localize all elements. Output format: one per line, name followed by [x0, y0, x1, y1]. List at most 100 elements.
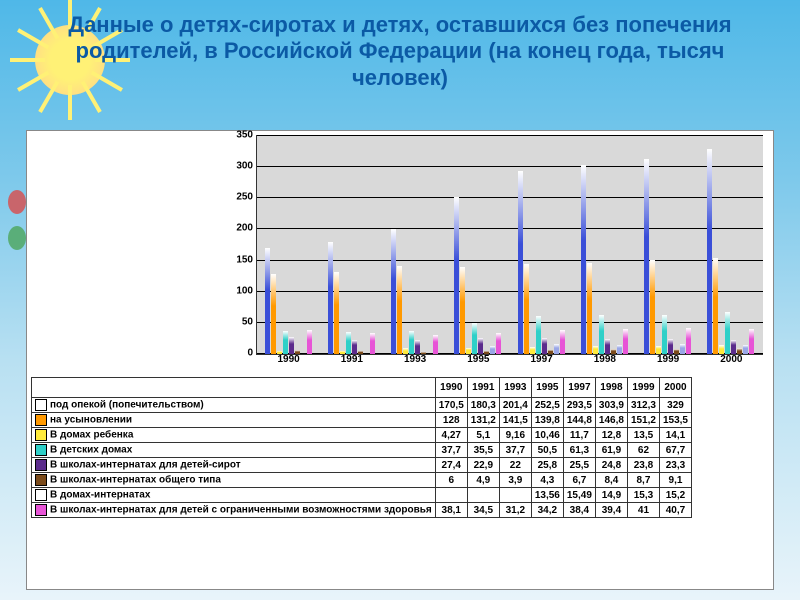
bar [680, 344, 685, 354]
table-cell: 139,8 [531, 413, 563, 428]
year-header: 1995 [531, 378, 563, 398]
table-cell: 34,5 [467, 503, 499, 518]
bar [340, 351, 345, 354]
table-cell: 5,1 [467, 428, 499, 443]
series-label: В домах-интернатах [32, 488, 436, 503]
bar [587, 263, 592, 354]
page-title: Данные о детях-сиротах и детях, оставших… [40, 12, 760, 91]
year-header: 1998 [595, 378, 627, 398]
bar [283, 331, 288, 354]
table-cell: 50,5 [531, 443, 563, 458]
bar [271, 274, 276, 354]
bar [289, 337, 294, 354]
table-cell: 11,7 [563, 428, 595, 443]
series-label: В школах-интернатах для детей-сирот [32, 458, 436, 473]
bar [605, 339, 610, 354]
bar [617, 345, 622, 354]
bar [484, 351, 489, 354]
table-cell: 6 [435, 473, 467, 488]
table-cell: 27,4 [435, 458, 467, 473]
bar-chart: 0501001502002503003501990199119931995199… [222, 135, 763, 373]
year-header: 1993 [499, 378, 531, 398]
bar [731, 340, 736, 355]
table-cell: 15,2 [659, 488, 691, 503]
bar [662, 315, 667, 354]
table-cell: 170,5 [435, 398, 467, 413]
series-label: под опекой (попечительством) [32, 398, 436, 413]
table-cell: 13,56 [531, 488, 563, 503]
table-cell: 141,5 [499, 413, 531, 428]
table-cell: 329 [659, 398, 691, 413]
bar [707, 149, 712, 354]
bar [674, 349, 679, 354]
bar [496, 333, 501, 354]
bar [542, 338, 547, 354]
table-cell [467, 488, 499, 503]
bar [352, 340, 357, 354]
bar [478, 338, 483, 354]
table-cell: 37,7 [435, 443, 467, 458]
table-cell: 146,8 [595, 413, 627, 428]
table-cell: 25,5 [563, 458, 595, 473]
table-cell: 37,7 [499, 443, 531, 458]
bar [421, 352, 426, 354]
year-header: 1991 [467, 378, 499, 398]
bar [403, 348, 408, 354]
bar [548, 350, 553, 354]
table-cell: 128 [435, 413, 467, 428]
bar [346, 332, 351, 354]
series-label: на усыновлении [32, 413, 436, 428]
bar [656, 346, 661, 354]
table-cell: 41 [627, 503, 659, 518]
table-cell: 31,2 [499, 503, 531, 518]
bar [409, 331, 414, 354]
bar [536, 316, 541, 354]
table-cell: 9,16 [499, 428, 531, 443]
bar [743, 345, 748, 354]
table-cell: 312,3 [627, 398, 659, 413]
table-cell: 23,8 [627, 458, 659, 473]
year-header: 1990 [435, 378, 467, 398]
table-cell: 22,9 [467, 458, 499, 473]
table-cell: 12,8 [595, 428, 627, 443]
table-cell: 131,2 [467, 413, 499, 428]
bar [749, 329, 754, 354]
bar [265, 248, 270, 354]
table-cell: 15,49 [563, 488, 595, 503]
table-cell: 201,4 [499, 398, 531, 413]
series-label: В детских домах [32, 443, 436, 458]
table-cell: 144,8 [563, 413, 595, 428]
table-cell: 10,46 [531, 428, 563, 443]
table-cell: 151,2 [627, 413, 659, 428]
table-cell: 39,4 [595, 503, 627, 518]
bar [713, 258, 718, 354]
year-header: 1997 [563, 378, 595, 398]
series-label: В домах ребенка [32, 428, 436, 443]
bar [328, 242, 333, 354]
bar [307, 330, 312, 354]
bar [611, 349, 616, 354]
bar [466, 348, 471, 355]
bar [518, 171, 523, 354]
bar [554, 344, 559, 354]
table-cell: 8,4 [595, 473, 627, 488]
bar [490, 346, 495, 354]
table-cell: 14,1 [659, 428, 691, 443]
bar [581, 165, 586, 354]
bar [358, 351, 363, 354]
year-header: 1999 [627, 378, 659, 398]
table-cell: 14,9 [595, 488, 627, 503]
bar [524, 264, 529, 354]
table-cell: 25,8 [531, 458, 563, 473]
table-cell: 62 [627, 443, 659, 458]
table-cell: 303,9 [595, 398, 627, 413]
table-cell: 67,7 [659, 443, 691, 458]
table-cell: 9,1 [659, 473, 691, 488]
bar [391, 229, 396, 354]
bar [650, 260, 655, 354]
bar [454, 197, 459, 354]
table-cell: 34,2 [531, 503, 563, 518]
bar [415, 340, 420, 354]
bar [623, 329, 628, 354]
table-cell: 22 [499, 458, 531, 473]
